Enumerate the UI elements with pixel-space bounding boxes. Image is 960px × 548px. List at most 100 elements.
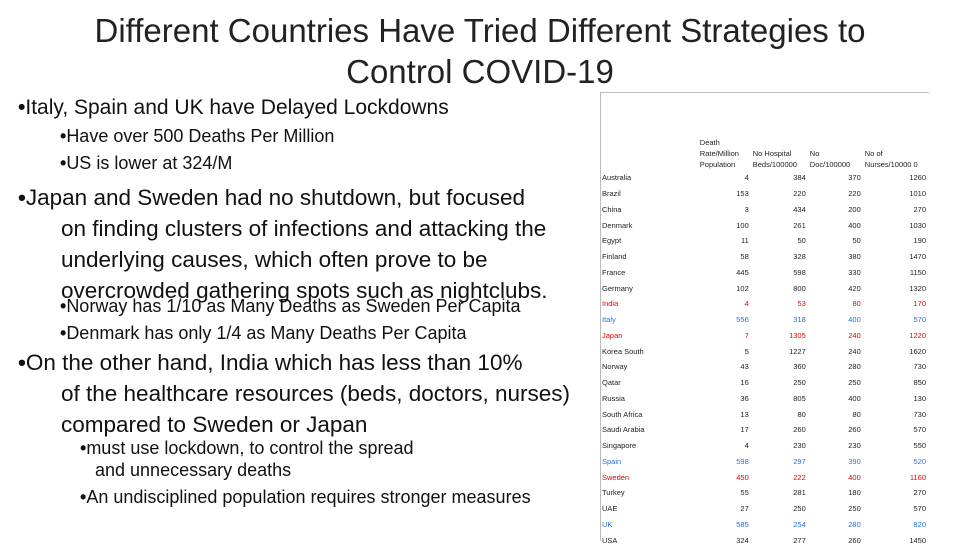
sub-bullet-500-deaths: •Have over 500 Deaths Per Million — [60, 126, 335, 146]
cell-death-rate: 13 — [740, 409, 749, 419]
cell-death-rate: 36 — [740, 393, 749, 403]
cell-hospital-beds: 318 — [793, 315, 806, 325]
table-row: Germany 102 800 420 1320 — [600, 280, 928, 296]
table-row: Saudi Arabia 17 260 260 570 — [600, 422, 928, 438]
cell-doctors: 50 — [852, 236, 861, 246]
table-row: Spain 598 297 390 520 — [600, 454, 928, 470]
bullet-icon: • — [18, 96, 26, 119]
cell-country: Norway — [602, 362, 628, 372]
cell-doctors: 240 — [848, 330, 861, 340]
bullet-icon: • — [60, 153, 67, 173]
bullet-icon: • — [60, 296, 67, 316]
cell-death-rate: 585 — [736, 519, 749, 529]
header-hospital-beds: No Hospital Beds/100000 — [752, 149, 797, 169]
cell-doctors: 370 — [848, 173, 861, 183]
cell-doctors: 420 — [848, 283, 861, 293]
cell-country: Korea South — [602, 346, 644, 356]
cell-country: UK — [602, 519, 613, 529]
cell-death-rate: 55 — [740, 488, 749, 498]
cell-hospital-beds: 384 — [793, 173, 806, 183]
cell-country: South Africa — [602, 409, 643, 419]
cell-death-rate: 43 — [740, 362, 749, 372]
bullet-list: •Italy, Spain and UK have Delayed Lockdo… — [18, 96, 570, 507]
table-row: USA 324 277 260 1450 — [600, 532, 928, 548]
table-row: Sweden 450 222 400 1160 — [600, 469, 928, 485]
table-row: Singapore 4 230 230 550 — [600, 438, 928, 454]
cell-death-rate: 4 — [744, 441, 749, 451]
cell-doctors: 400 — [848, 393, 861, 403]
cell-death-rate: 100 — [736, 220, 749, 230]
cell-death-rate: 598 — [736, 456, 749, 466]
cell-nurses: 550 — [913, 441, 926, 451]
cell-death-rate: 445 — [736, 267, 749, 277]
table-row: Egypt 11 50 50 190 — [600, 233, 928, 249]
cell-nurses: 730 — [913, 362, 926, 372]
cell-death-rate: 17 — [740, 425, 749, 435]
bullet-icon: • — [60, 126, 67, 146]
cell-country: Egypt — [602, 236, 622, 246]
table-row: Qatar 16 250 250 850 — [600, 375, 928, 391]
cell-country: Sweden — [602, 472, 630, 482]
cell-doctors: 260 — [848, 425, 861, 435]
cell-hospital-beds: 434 — [793, 204, 806, 214]
cell-hospital-beds: 220 — [793, 189, 806, 199]
bullet-icon: • — [80, 438, 87, 458]
table-row: UAE 27 250 250 570 — [600, 501, 928, 517]
cell-doctors: 240 — [848, 346, 861, 356]
header-country — [600, 92, 698, 170]
cell-hospital-beds: 53 — [797, 299, 806, 309]
cell-country: Denmark — [602, 220, 633, 230]
table-row: India 4 53 80 170 — [600, 296, 928, 312]
sub-bullet-denmark: •Denmark has only 1/4 as Many Deaths Per… — [60, 323, 467, 343]
table-row: China 3 434 200 270 — [600, 202, 928, 218]
cell-hospital-beds: 805 — [793, 393, 806, 403]
cell-hospital-beds: 360 — [793, 362, 806, 372]
bullet-japan-sweden: •Japan and Sweden had no shutdown, but f… — [18, 185, 548, 303]
table-row: Korea South 5 1227 240 1620 — [600, 343, 928, 359]
cell-hospital-beds: 800 — [793, 283, 806, 293]
table-header-row: Death Rate/Million Population No Hospita… — [600, 92, 928, 170]
cell-doctors: 400 — [848, 220, 861, 230]
cell-nurses: 570 — [913, 504, 926, 514]
cell-doctors: 80 — [852, 409, 861, 419]
header-doctors: No Doc/100000 — [809, 149, 851, 169]
table-body: Australia 4 384 370 1260 Brazil 153 220 220 1010 C… — [600, 170, 928, 548]
cell-doctors: 230 — [848, 441, 861, 451]
cell-nurses: 850 — [913, 378, 926, 388]
cell-hospital-beds: 50 — [797, 236, 806, 246]
cell-country: India — [602, 299, 619, 309]
cell-nurses: 1030 — [909, 220, 926, 230]
cell-doctors: 200 — [848, 204, 861, 214]
cell-doctors: 390 — [848, 456, 861, 466]
cell-hospital-beds: 261 — [793, 220, 806, 230]
cell-nurses: 520 — [913, 456, 926, 466]
cell-doctors: 180 — [848, 488, 861, 498]
sub-bullet-undisciplined: •An undisciplined population requires st… — [80, 487, 531, 507]
table-row: Japan 7 1305 240 1220 — [600, 328, 928, 344]
cell-nurses: 1010 — [909, 189, 926, 199]
table-row: Russia 36 805 400 130 — [600, 391, 928, 407]
slide-title: Different Countries Have Tried Different… — [94, 12, 866, 90]
cell-country: USA — [602, 535, 618, 545]
cell-hospital-beds: 598 — [793, 267, 806, 277]
table-row: Italy 556 318 400 570 — [600, 312, 928, 328]
cell-death-rate: 324 — [736, 535, 749, 545]
cell-death-rate: 4 — [744, 299, 749, 309]
cell-country: UAE — [602, 504, 618, 514]
cell-country: Australia — [602, 173, 632, 183]
cell-nurses: 1160 — [909, 472, 926, 482]
cell-country: Spain — [602, 456, 622, 466]
cell-hospital-beds: 1227 — [789, 346, 806, 356]
cell-doctors: 250 — [848, 378, 861, 388]
cell-doctors: 330 — [848, 267, 861, 277]
cell-country: Singapore — [602, 441, 637, 451]
cell-hospital-beds: 222 — [793, 472, 806, 482]
bullet-delayed-lockdowns: •Italy, Spain and UK have Delayed Lockdo… — [18, 96, 449, 119]
cell-doctors: 280 — [848, 362, 861, 372]
cell-hospital-beds: 260 — [793, 425, 806, 435]
cell-death-rate: 11 — [740, 236, 749, 246]
country-data-table: Death Rate/Million Population No Hospita… — [600, 92, 928, 548]
cell-country: France — [602, 267, 626, 277]
table-row: UK 585 254 280 820 — [600, 517, 928, 533]
cell-death-rate: 153 — [736, 189, 749, 199]
